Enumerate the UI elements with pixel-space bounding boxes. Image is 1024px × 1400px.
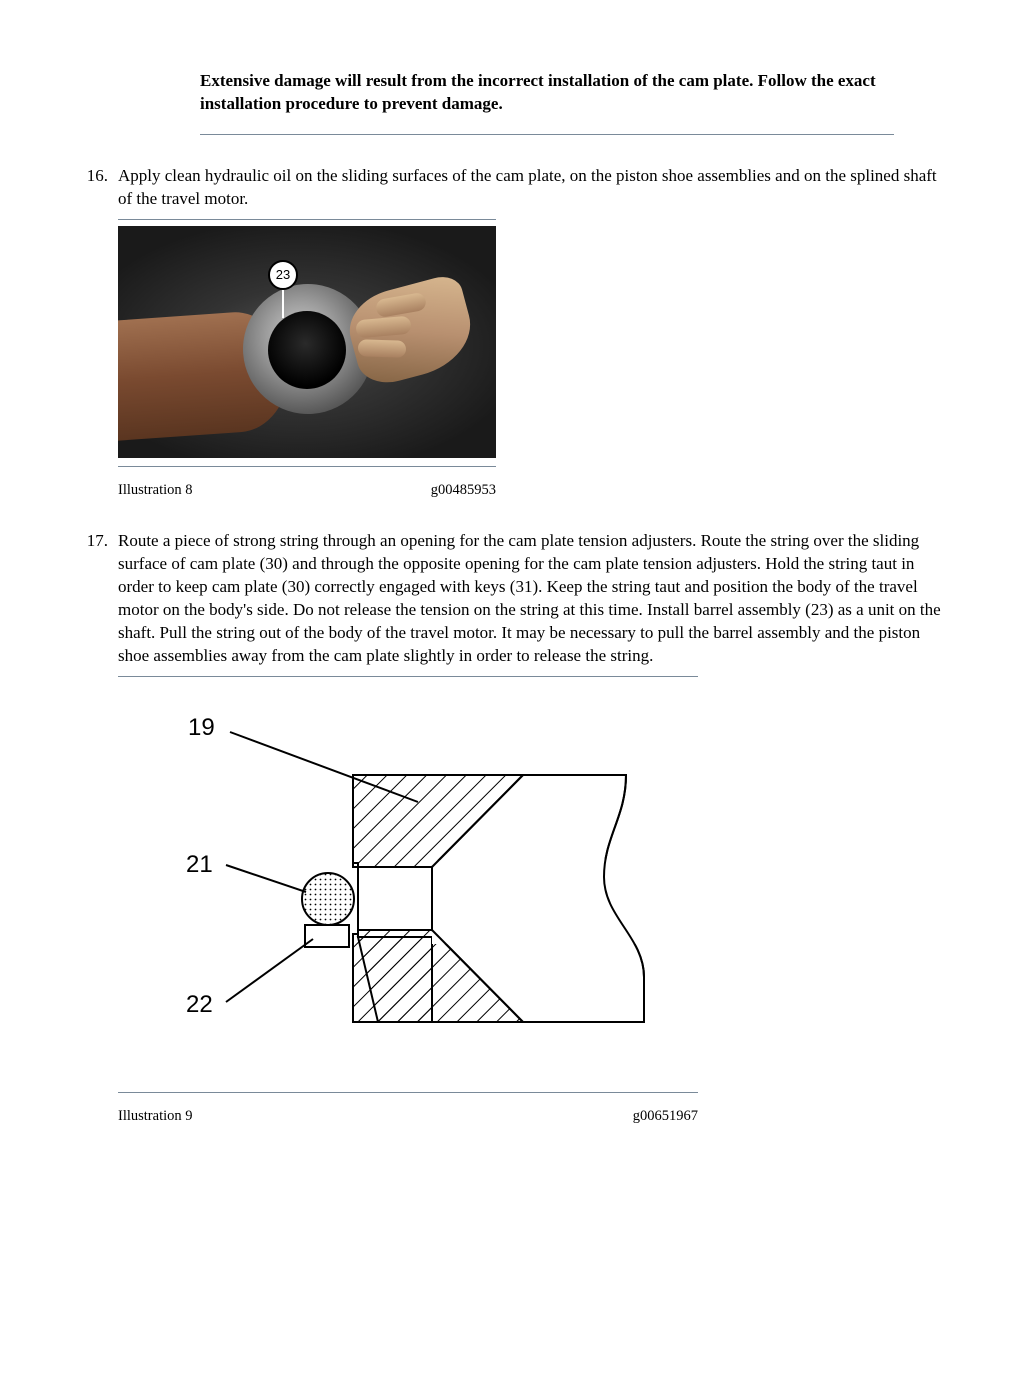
figure-caption: Illustration 8 g00485953 [118, 481, 496, 501]
step-text: Apply clean hydraulic oil on the sliding… [118, 165, 944, 211]
step-number: 16. [80, 165, 118, 500]
step-body: Route a piece of strong string through a… [118, 530, 944, 1126]
step-17: 17. Route a piece of strong string throu… [80, 530, 944, 1126]
leader-21 [226, 865, 306, 892]
figure-rule-top [118, 219, 496, 220]
label-21: 21 [186, 851, 213, 878]
callout-leader [282, 288, 284, 318]
figure-caption: Illustration 9 g00651967 [118, 1107, 698, 1127]
o-ring [302, 873, 354, 925]
label-19: 19 [188, 714, 215, 741]
illustration-label: Illustration 9 [118, 1107, 193, 1127]
figure-rule-top [118, 676, 698, 677]
leader-19 [230, 732, 418, 802]
illustration-8-photo: 23 [118, 226, 496, 458]
leader-22 [226, 939, 313, 1002]
backup-ring [305, 925, 349, 947]
figure-rule-bottom [118, 466, 496, 467]
illustration-code: g00485953 [431, 481, 496, 501]
step-text: Route a piece of strong string through a… [118, 530, 944, 668]
figure-rule-bottom [118, 1092, 698, 1093]
label-22: 22 [186, 991, 213, 1018]
divider [200, 134, 894, 135]
step-16: 16. Apply clean hydraulic oil on the sli… [80, 165, 944, 500]
illustration-code: g00651967 [633, 1107, 698, 1127]
illustration-label: Illustration 8 [118, 481, 193, 501]
warning-block: Extensive damage will result from the in… [200, 70, 894, 135]
step-body: Apply clean hydraulic oil on the sliding… [118, 165, 944, 500]
illustration-9-diagram: 19 21 22 [118, 687, 698, 1067]
callout-23: 23 [268, 260, 298, 290]
step-number: 17. [80, 530, 118, 1126]
motor-bore [268, 311, 346, 389]
finger [358, 339, 407, 358]
warning-text: Extensive damage will result from the in… [200, 70, 894, 116]
